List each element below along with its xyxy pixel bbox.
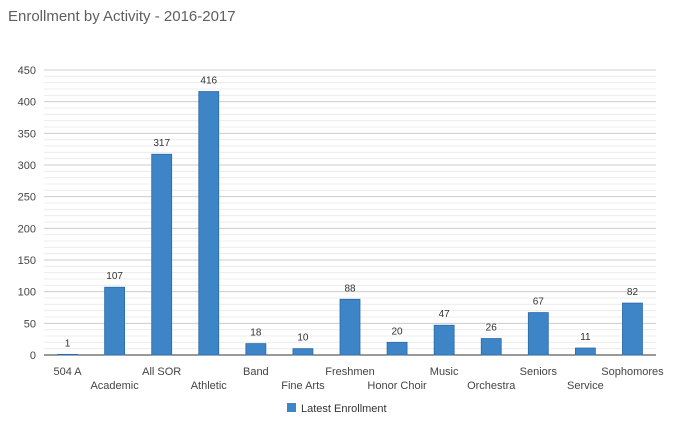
data-label: 88 [344, 283, 356, 294]
y-tick-label: 150 [18, 255, 36, 267]
bar[interactable] [480, 338, 502, 356]
x-tick-label: Honor Choir [367, 380, 427, 392]
y-tick-label: 250 [18, 192, 36, 204]
data-label: 20 [392, 326, 404, 337]
x-tick-label: Orchestra [467, 380, 516, 392]
data-label: 47 [439, 309, 451, 320]
bar[interactable] [292, 348, 314, 356]
x-tick-label: Sophomores [601, 366, 664, 378]
bar[interactable] [57, 353, 78, 356]
y-tick-label: 300 [18, 160, 36, 172]
data-label: 107 [106, 271, 123, 282]
x-tick-label: Music [430, 366, 459, 378]
x-tick-label: Seniors [520, 366, 558, 378]
bar[interactable] [245, 343, 267, 356]
bar[interactable] [339, 298, 361, 356]
x-tick-label: Academic [90, 380, 139, 392]
bar[interactable] [527, 312, 549, 356]
bar[interactable] [622, 302, 643, 356]
bar[interactable] [151, 153, 173, 356]
y-tick-label: 400 [18, 97, 36, 109]
bars [57, 91, 643, 356]
data-label: 317 [153, 138, 170, 149]
legend-swatch [287, 403, 296, 412]
bar[interactable] [386, 341, 408, 356]
x-tick-label: 504 A [53, 366, 82, 378]
data-labels: 1 107 317 416 18 10 88 20 47 26 67 11 82 [65, 76, 639, 350]
y-tick-label: 350 [18, 128, 36, 140]
chart-title: Enrollment by Activity - 2016-2017 [8, 8, 236, 25]
y-tick-label: 200 [18, 223, 36, 235]
y-tick-label: 0 [30, 350, 36, 362]
x-tick-label: All SOR [142, 366, 181, 378]
data-label: 82 [627, 287, 639, 298]
bar[interactable] [104, 286, 126, 356]
bar[interactable] [574, 347, 596, 356]
x-tick-label: Fine Arts [281, 380, 325, 392]
data-label: 416 [200, 76, 217, 87]
bar[interactable] [198, 91, 220, 356]
y-tick-label: 450 [18, 65, 36, 77]
legend[interactable]: Latest Enrollment [287, 403, 387, 415]
x-tick-label: Freshmen [325, 366, 375, 378]
data-label: 1 [65, 338, 71, 349]
data-label: 67 [533, 297, 545, 308]
data-label: 26 [486, 323, 498, 334]
y-tick-label: 100 [18, 287, 36, 299]
data-label: 10 [297, 333, 309, 344]
y-axis: 0 50 100 150 200 250 300 350 400 450 [18, 65, 36, 362]
x-tick-label: Band [243, 366, 269, 378]
data-label: 11 [580, 332, 591, 343]
y-tick-label: 50 [24, 318, 36, 330]
x-tick-label: Athletic [191, 380, 228, 392]
x-tick-label: Service [567, 380, 604, 392]
legend-label: Latest Enrollment [301, 403, 387, 415]
data-label: 18 [250, 328, 262, 339]
bar[interactable] [433, 324, 455, 356]
